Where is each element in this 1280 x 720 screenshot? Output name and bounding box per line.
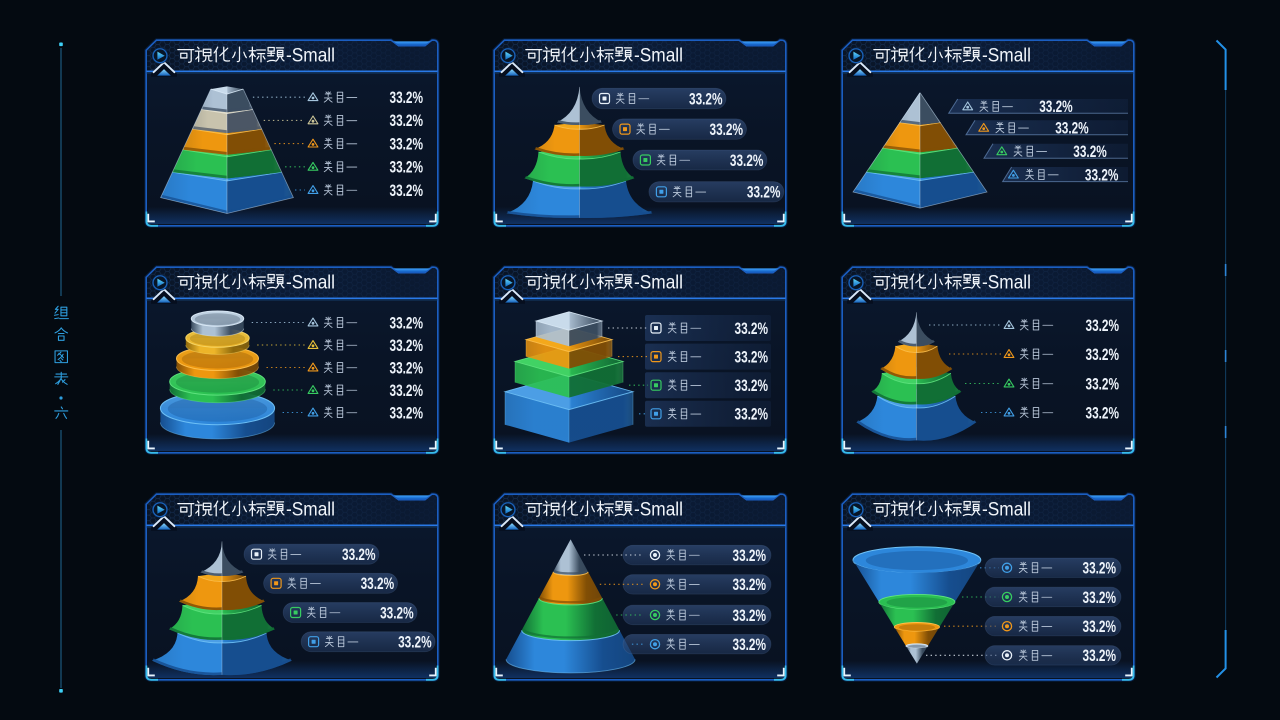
svg-text:33.2%: 33.2% xyxy=(398,634,432,652)
svg-text:33.2%: 33.2% xyxy=(380,604,414,622)
svg-text:33.2%: 33.2% xyxy=(1086,346,1120,364)
svg-text:33.2%: 33.2% xyxy=(342,546,376,564)
svg-text:-Small: -Small xyxy=(982,273,1031,294)
svg-text:33.2%: 33.2% xyxy=(733,636,767,654)
svg-text:33.2%: 33.2% xyxy=(390,89,424,107)
svg-text:33.2%: 33.2% xyxy=(730,152,764,170)
svg-text:-Small: -Small xyxy=(634,46,683,67)
svg-text:33.2%: 33.2% xyxy=(1039,98,1073,116)
svg-text:33.2%: 33.2% xyxy=(390,314,424,332)
svg-text:33.2%: 33.2% xyxy=(1086,404,1120,422)
svg-text:33.2%: 33.2% xyxy=(390,359,424,377)
svg-text:33.2%: 33.2% xyxy=(735,348,769,366)
svg-text:33.2%: 33.2% xyxy=(390,337,424,355)
svg-text:-Small: -Small xyxy=(982,500,1031,521)
svg-text:33.2%: 33.2% xyxy=(735,377,769,395)
svg-text:33.2%: 33.2% xyxy=(735,320,769,338)
svg-text:33.2%: 33.2% xyxy=(733,576,767,594)
svg-text:33.2%: 33.2% xyxy=(710,121,744,139)
svg-text:33.2%: 33.2% xyxy=(390,182,424,200)
svg-text:33.2%: 33.2% xyxy=(390,112,424,130)
svg-text:33.2%: 33.2% xyxy=(1083,589,1117,607)
svg-text:33.2%: 33.2% xyxy=(1086,375,1120,393)
svg-text:33.2%: 33.2% xyxy=(689,90,723,108)
svg-text:33.2%: 33.2% xyxy=(733,547,767,565)
svg-text:33.2%: 33.2% xyxy=(735,406,769,424)
svg-text:-Small: -Small xyxy=(634,500,683,521)
svg-text:33.2%: 33.2% xyxy=(1083,647,1117,665)
svg-text:33.2%: 33.2% xyxy=(390,404,424,422)
svg-text:33.2%: 33.2% xyxy=(747,184,781,202)
svg-text:-Small: -Small xyxy=(634,273,683,294)
svg-text:33.2%: 33.2% xyxy=(733,607,767,625)
svg-text:-Small: -Small xyxy=(286,46,335,67)
svg-text:33.2%: 33.2% xyxy=(390,382,424,400)
svg-text:33.2%: 33.2% xyxy=(1086,317,1120,335)
svg-text:33.2%: 33.2% xyxy=(1083,560,1117,578)
svg-text:33.2%: 33.2% xyxy=(1055,120,1089,138)
svg-text:33.2%: 33.2% xyxy=(1083,618,1117,636)
svg-text:-Small: -Small xyxy=(982,46,1031,67)
svg-text:33.2%: 33.2% xyxy=(1073,143,1107,161)
svg-text:-Small: -Small xyxy=(286,273,335,294)
svg-text:-Small: -Small xyxy=(286,500,335,521)
svg-text:33.2%: 33.2% xyxy=(1085,166,1119,184)
svg-text:33.2%: 33.2% xyxy=(361,575,395,593)
svg-text:33.2%: 33.2% xyxy=(390,135,424,153)
svg-text:33.2%: 33.2% xyxy=(390,159,424,177)
